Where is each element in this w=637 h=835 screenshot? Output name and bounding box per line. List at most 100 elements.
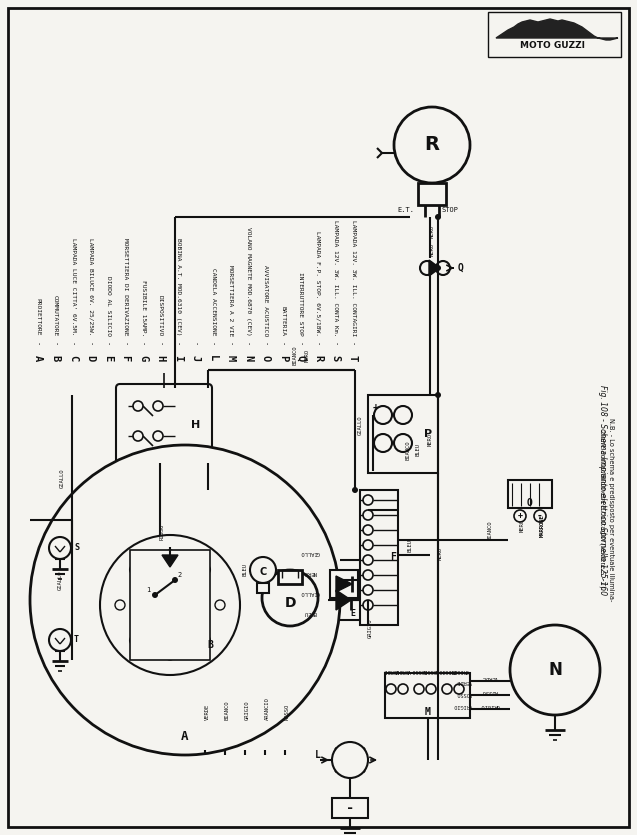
Text: Q: Q (458, 263, 464, 273)
Circle shape (363, 495, 373, 505)
Text: C: C (68, 355, 78, 361)
Text: H: H (155, 355, 166, 361)
Text: VERDE: VERDE (456, 679, 472, 684)
Circle shape (386, 684, 396, 694)
Text: VOLANO MAGNETE MOD.6870 (CEV): VOLANO MAGNETE MOD.6870 (CEV) (245, 227, 250, 336)
Text: LAMPADA 12V. 3W. ILL. CONTA Km.: LAMPADA 12V. 3W. ILL. CONTA Km. (333, 220, 338, 336)
Text: GRIGIO: GRIGIO (454, 702, 472, 707)
Text: ROSSO: ROSSO (482, 689, 498, 694)
Circle shape (133, 401, 143, 411)
Text: VERDE: VERDE (395, 668, 411, 673)
Circle shape (153, 401, 163, 411)
Circle shape (534, 510, 546, 522)
Circle shape (442, 684, 452, 694)
Circle shape (165, 550, 175, 560)
Polygon shape (336, 576, 352, 592)
Text: 1: 1 (146, 587, 150, 593)
Text: GRIGIO: GRIGIO (480, 703, 500, 708)
Text: VERDE: VERDE (482, 675, 498, 680)
Bar (332, 798, 368, 818)
Text: -: - (105, 342, 111, 347)
Text: Fig. 108 - Schema Impianto elettrico Stornello 125-160: Fig. 108 - Schema Impianto elettrico Sto… (598, 385, 606, 595)
Text: -: - (122, 342, 129, 347)
Circle shape (435, 265, 441, 271)
Circle shape (394, 107, 470, 183)
Bar (278, 570, 302, 584)
Circle shape (510, 625, 600, 715)
Text: PROIETTORE: PROIETTORE (36, 298, 41, 336)
Text: BLEU: BLEU (303, 610, 317, 615)
Text: -: - (210, 342, 216, 347)
Text: GIALLO: GIALLO (300, 550, 320, 555)
Text: GIALLO: GIALLO (300, 590, 320, 595)
Circle shape (363, 510, 373, 520)
Text: GRIGIO: GRIGIO (245, 701, 250, 720)
Text: Q: Q (296, 355, 306, 361)
Text: FUSIBILE 15AMP.: FUSIBILE 15AMP. (141, 280, 145, 336)
Circle shape (201, 564, 210, 574)
Text: NERO: NERO (304, 348, 310, 362)
Circle shape (454, 684, 464, 694)
Text: BATTERIA: BATTERIA (280, 306, 285, 336)
Text: MARRONE: MARRONE (540, 514, 545, 538)
Text: VERDE: VERDE (383, 668, 399, 673)
Text: -: - (297, 342, 303, 347)
Text: -: - (52, 342, 59, 347)
Bar (360, 490, 398, 625)
Text: STOP: STOP (442, 207, 459, 213)
Text: +: + (517, 512, 522, 520)
Polygon shape (429, 260, 440, 276)
Circle shape (398, 684, 408, 694)
Circle shape (30, 445, 340, 755)
Text: L: L (315, 750, 321, 760)
Circle shape (152, 592, 158, 598)
Text: N: N (243, 355, 253, 361)
Text: LAMPADA BILUCE 6V. 25/25W.: LAMPADA BILUCE 6V. 25/25W. (88, 239, 93, 336)
Text: S: S (74, 544, 79, 553)
Circle shape (435, 214, 441, 220)
Text: LAMPADA F.P. STOP. 6V.5/18W.: LAMPADA F.P. STOP. 6V.5/18W. (315, 231, 320, 336)
Text: R: R (424, 135, 440, 154)
Text: ROSSO: ROSSO (412, 668, 427, 673)
Circle shape (394, 434, 412, 452)
Text: -: - (157, 342, 164, 347)
Circle shape (363, 585, 373, 595)
Text: O: O (261, 355, 271, 361)
Text: A: A (33, 355, 43, 361)
Text: M: M (225, 355, 236, 361)
Text: -: - (346, 801, 354, 815)
Circle shape (115, 600, 125, 610)
Bar (508, 480, 552, 508)
Polygon shape (496, 19, 618, 40)
Text: GIALLO: GIALLO (59, 468, 64, 488)
Text: N: N (548, 661, 562, 679)
Text: D: D (284, 596, 296, 610)
Circle shape (130, 635, 140, 645)
Text: -: - (140, 342, 146, 347)
Text: -: - (333, 342, 338, 347)
Text: B: B (207, 640, 213, 650)
Text: A: A (182, 731, 189, 743)
Text: +: + (373, 402, 379, 412)
Text: MARRONE: MARRONE (540, 514, 545, 538)
Text: BIANCO: BIANCO (406, 440, 410, 460)
Text: COMMUTATORE: COMMUTATORE (53, 295, 58, 336)
Circle shape (426, 684, 436, 694)
Text: J: J (190, 355, 201, 361)
Text: NERO: NERO (520, 519, 525, 533)
Circle shape (363, 600, 373, 610)
Text: -: - (227, 342, 234, 347)
Text: -: - (70, 342, 76, 347)
Circle shape (435, 392, 441, 398)
Text: G: G (138, 355, 148, 361)
Text: R: R (313, 355, 323, 361)
Text: O: O (527, 498, 533, 508)
Text: E.T.: E.T. (397, 207, 414, 213)
Circle shape (130, 564, 140, 574)
Circle shape (262, 570, 318, 626)
Circle shape (414, 684, 424, 694)
Bar (418, 183, 446, 205)
Circle shape (133, 431, 143, 441)
Text: GRIGIO: GRIGIO (450, 668, 468, 673)
Text: DISPOSITIVO: DISPOSITIVO (158, 295, 163, 336)
